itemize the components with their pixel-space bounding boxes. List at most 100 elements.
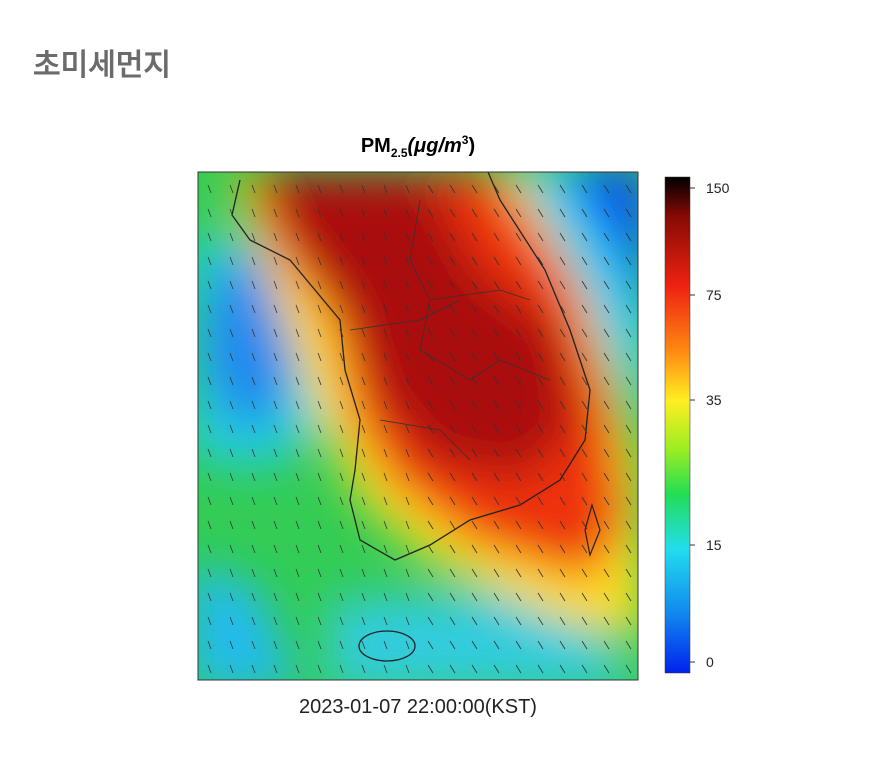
title-main: PM <box>361 135 391 157</box>
wind-arrow <box>361 256 366 266</box>
wind-arrow <box>559 592 566 602</box>
wind-arrow <box>207 304 212 314</box>
wind-arrow <box>383 304 388 314</box>
wind-arrow <box>559 544 566 554</box>
wind-arrow <box>493 304 500 314</box>
wind-arrow <box>471 328 478 338</box>
colorbar-tick-label: 35 <box>706 392 722 408</box>
wind-arrow <box>515 592 522 602</box>
wind-arrow <box>493 616 500 626</box>
wind-arrow <box>229 232 234 242</box>
wind-arrow <box>603 472 610 482</box>
wind-arrow <box>207 496 212 506</box>
wind-arrow <box>361 568 366 578</box>
wind-arrow <box>273 520 278 530</box>
wind-arrow <box>383 592 388 602</box>
wind-arrow <box>295 232 300 242</box>
wind-arrow <box>603 592 610 602</box>
wind-arrow <box>559 424 566 434</box>
wind-arrow <box>229 208 234 218</box>
wind-arrow <box>625 184 632 194</box>
wind-arrow <box>559 256 566 266</box>
wind-arrow <box>515 520 522 530</box>
wind-arrow <box>449 256 456 266</box>
wind-arrow <box>295 280 300 290</box>
wind-arrow <box>273 472 278 482</box>
wind-arrow <box>295 616 300 626</box>
wind-arrow <box>493 208 500 218</box>
wind-arrow <box>273 400 278 410</box>
wind-arrow <box>383 256 388 266</box>
wind-arrow <box>405 592 410 602</box>
wind-arrow <box>625 400 632 410</box>
wind-arrow <box>207 640 212 650</box>
wind-arrow <box>317 496 322 506</box>
wind-arrow <box>427 592 434 602</box>
wind-arrow <box>251 280 256 290</box>
wind-arrow <box>603 520 610 530</box>
wind-arrow <box>361 328 366 338</box>
wind-arrow <box>493 472 500 482</box>
wind-arrow <box>383 280 388 290</box>
wind-arrow <box>405 472 410 482</box>
wind-arrow <box>471 592 478 602</box>
wind-arrow <box>383 640 388 650</box>
wind-arrow <box>295 448 300 458</box>
wind-arrow <box>361 544 366 554</box>
wind-arrow <box>361 664 366 674</box>
wind-arrow <box>405 328 410 338</box>
wind-arrow <box>339 448 344 458</box>
wind-arrow <box>273 232 278 242</box>
wind-arrow <box>625 592 632 602</box>
wind-arrow <box>229 256 234 266</box>
wind-arrow <box>603 616 610 626</box>
wind-arrow <box>383 664 388 674</box>
wind-arrow <box>273 376 278 386</box>
wind-arrow <box>317 640 322 650</box>
wind-arrow <box>427 448 434 458</box>
wind-arrow <box>317 400 322 410</box>
wind-arrow <box>537 208 544 218</box>
wind-arrow <box>625 448 632 458</box>
wind-arrow <box>295 592 300 602</box>
wind-arrow <box>405 304 410 314</box>
wind-arrow <box>427 640 434 650</box>
wind-arrow <box>493 400 500 410</box>
wind-arrow <box>559 352 566 362</box>
wind-arrow <box>559 232 566 242</box>
wind-arrow <box>449 640 456 650</box>
title-sup: 3 <box>462 133 469 147</box>
wind-arrow <box>229 424 234 434</box>
wind-arrow <box>295 208 300 218</box>
wind-arrow <box>515 496 522 506</box>
wind-arrow <box>317 544 322 554</box>
wind-arrow <box>229 352 234 362</box>
wind-arrow <box>471 304 478 314</box>
wind-arrow <box>383 376 388 386</box>
title-close: ) <box>468 135 475 157</box>
wind-arrow <box>251 184 256 194</box>
wind-arrow <box>537 520 544 530</box>
wind-arrow <box>317 328 322 338</box>
wind-arrow <box>251 544 256 554</box>
wind-arrow <box>273 208 278 218</box>
wind-arrow <box>339 592 344 602</box>
wind-arrow <box>339 640 344 650</box>
wind-arrow <box>405 544 410 554</box>
colorbar-tick-label: 0 <box>706 654 714 670</box>
wind-arrow <box>273 544 278 554</box>
wind-arrow <box>427 304 434 314</box>
wind-arrow <box>229 376 234 386</box>
wind-arrow <box>229 400 234 410</box>
wind-arrow <box>515 472 522 482</box>
wind-arrow <box>449 568 456 578</box>
wind-arrow <box>383 568 388 578</box>
wind-arrow <box>295 376 300 386</box>
wind-arrow <box>229 592 234 602</box>
wind-arrow <box>603 280 610 290</box>
wind-arrow <box>625 376 632 386</box>
wind-arrow <box>515 424 522 434</box>
wind-arrow <box>581 664 588 674</box>
wind-arrow <box>273 640 278 650</box>
wind-arrow <box>449 664 456 674</box>
